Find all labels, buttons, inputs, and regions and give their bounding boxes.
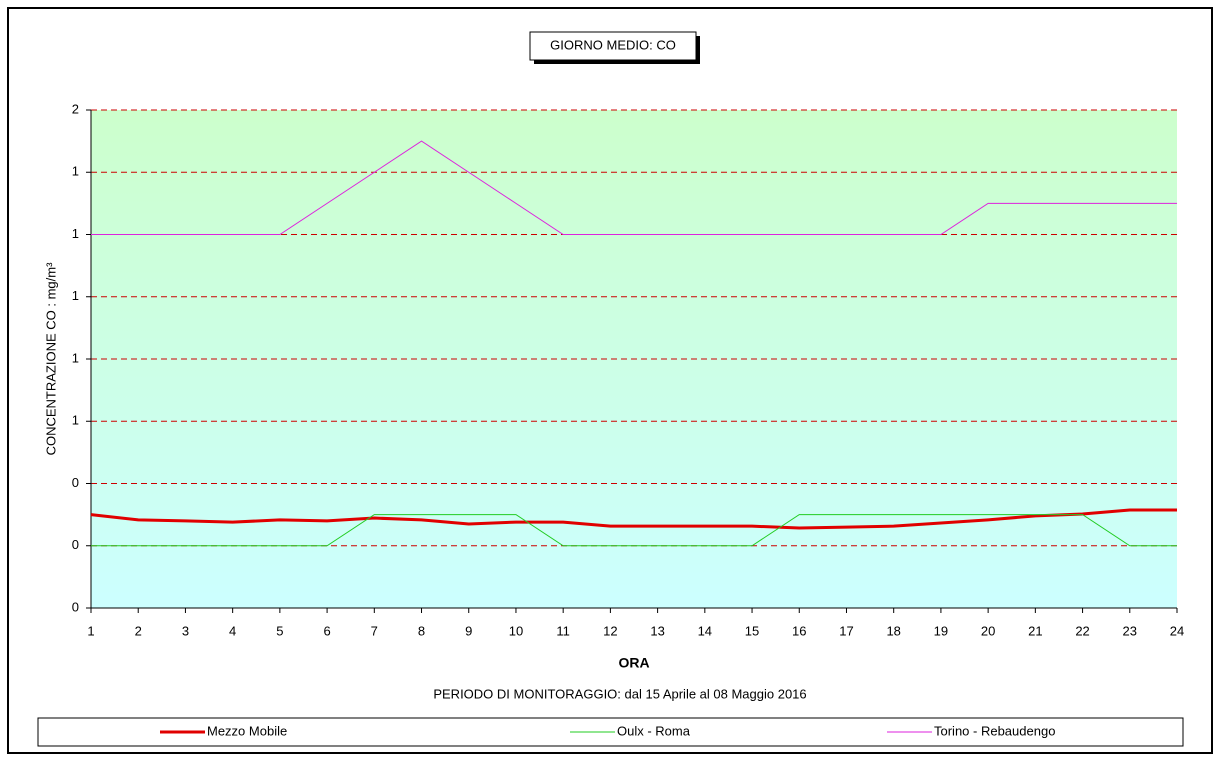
x-tick-label: 14 <box>698 623 712 638</box>
x-axis-label: ORA <box>618 655 649 671</box>
x-tick-label: 20 <box>981 623 995 638</box>
x-tick-label: 13 <box>650 623 664 638</box>
x-tick-label: 3 <box>182 623 189 638</box>
chart-title: GIORNO MEDIO: CO <box>550 37 676 52</box>
series-line <box>91 140 1177 235</box>
x-tick-label: 4 <box>229 623 236 638</box>
x-tick-label: 22 <box>1075 623 1089 638</box>
x-tick-label: 21 <box>1028 623 1042 638</box>
x-tick-label: 9 <box>465 623 472 638</box>
x-tick-label: 16 <box>792 623 806 638</box>
x-tick-label: 5 <box>276 623 283 638</box>
x-tick-label: 23 <box>1123 623 1137 638</box>
x-tick-label: 12 <box>603 623 617 638</box>
y-tick-label: 1 <box>72 226 79 241</box>
x-tick-label: 6 <box>323 623 330 638</box>
y-axis-label: CONCENTRAZIONE CO : mg/m³ <box>43 262 58 456</box>
x-tick-label: 19 <box>934 623 948 638</box>
x-tick-label: 10 <box>509 623 523 638</box>
legend-label: Oulx - Roma <box>617 723 691 738</box>
y-tick-label: 0 <box>72 599 79 614</box>
x-tick-label: 7 <box>371 623 378 638</box>
series-line <box>91 514 1177 547</box>
x-tick-label: 24 <box>1170 623 1184 638</box>
legend-label: Mezzo Mobile <box>207 723 287 738</box>
y-tick-label: 0 <box>72 537 79 552</box>
x-tick-label: 15 <box>745 623 759 638</box>
subtitle: PERIODO DI MONITORAGGIO: dal 15 Aprile a… <box>433 686 806 701</box>
title-box <box>529 31 697 61</box>
y-tick-label: 2 <box>72 101 79 116</box>
x-tick-label: 1 <box>87 623 94 638</box>
y-tick-label: 1 <box>72 350 79 365</box>
x-tick-label: 2 <box>135 623 142 638</box>
legend-label: Torino - Rebaudengo <box>934 723 1055 738</box>
x-tick-label: 11 <box>556 623 570 638</box>
y-tick-label: 1 <box>72 413 79 428</box>
y-tick-label: 1 <box>72 288 79 303</box>
x-tick-label: 18 <box>886 623 900 638</box>
x-tick-label: 8 <box>418 623 425 638</box>
series-line <box>90 508 1177 530</box>
y-tick-label: 0 <box>72 475 79 490</box>
x-tick-label: 17 <box>839 623 853 638</box>
y-tick-label: 1 <box>72 164 79 179</box>
